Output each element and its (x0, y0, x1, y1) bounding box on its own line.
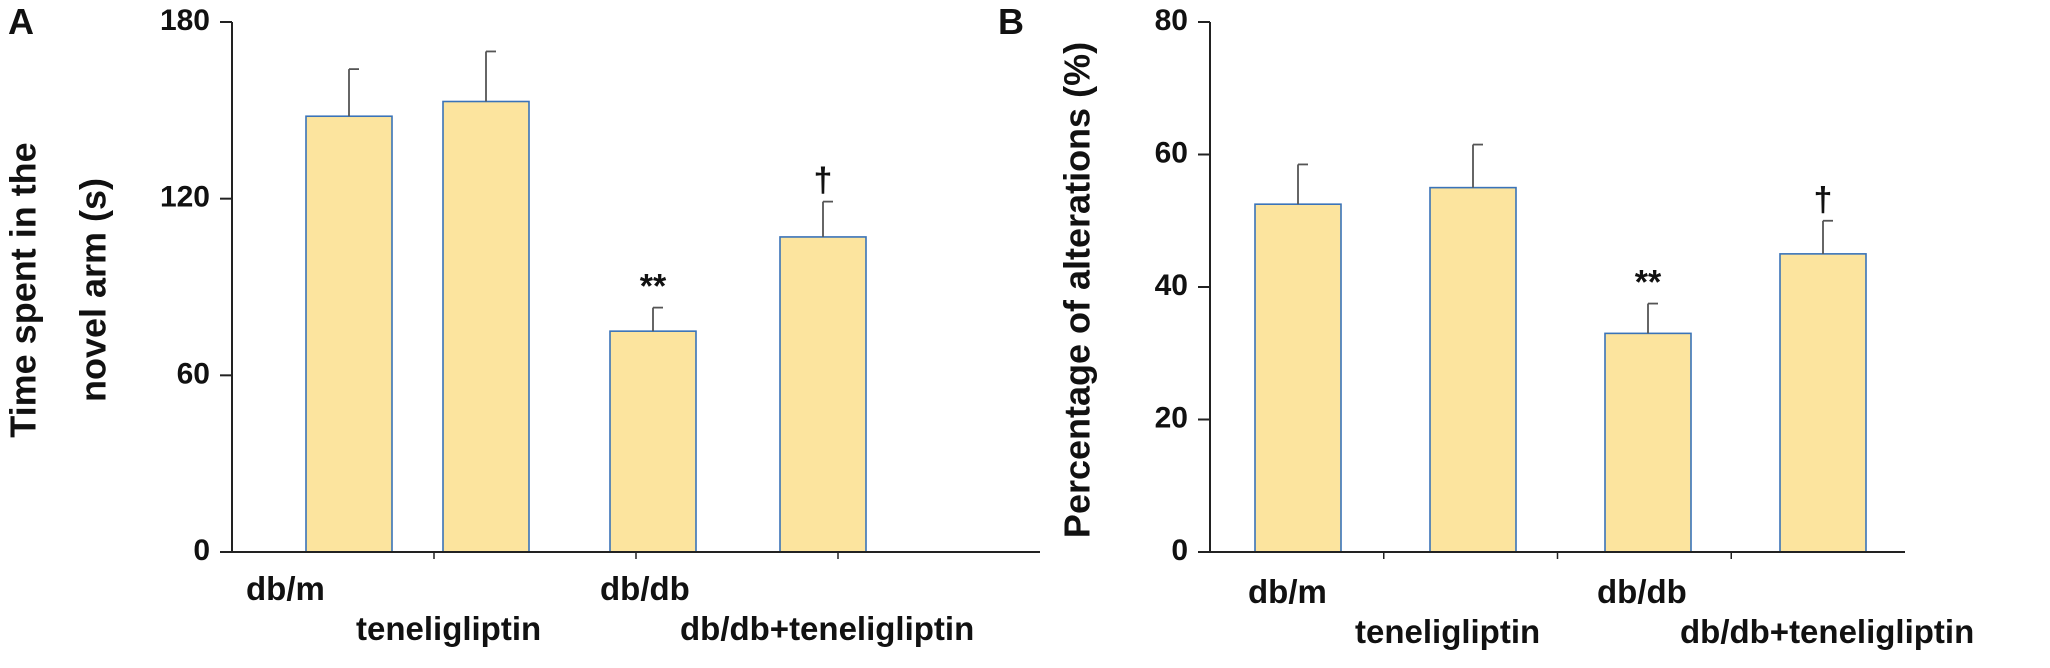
panel-a-bar-4 (779, 236, 867, 553)
panel-b-bar-2 (1429, 186, 1517, 553)
panel-a-bar-1 (305, 115, 393, 553)
panel-b-category-label-2: teneligliptin (1355, 613, 1540, 650)
panel-b-bar-1 (1254, 203, 1342, 553)
panel-b-y-tick-label-1: 0 (1171, 534, 1188, 567)
panel-a-significance-mark-3: ** (640, 268, 667, 306)
panel-b-category-label-1: db/m (1248, 573, 1327, 610)
panel-b-y-tick-label-4: 60 (1155, 136, 1188, 169)
panel-b-bar-3 (1604, 332, 1692, 553)
panel-a-y-axis-title-line-1: Time spent in the (3, 142, 44, 437)
panel-a-category-label-1: db/m (246, 570, 325, 607)
panel-b-letter: B (998, 1, 1024, 42)
panel-a-significance-mark-4: † (814, 162, 833, 200)
panel-b-y-tick-label-2: 20 (1155, 401, 1188, 434)
panel-a-y-tick-label-4: 180 (160, 4, 210, 37)
panel-b-y-tick-label-3: 40 (1155, 269, 1188, 302)
panel-a-category-label-4: db/db+teneligliptin (680, 610, 974, 647)
panel-b-y-axis-title-line-1: Percentage of alterations (%) (1057, 42, 1098, 538)
panel-b-y-tick-label-5: 80 (1155, 4, 1188, 37)
panel-a-category-label-2: teneligliptin (356, 610, 541, 647)
panel-a-letter: A (8, 1, 34, 42)
panel-b-significance-mark-4: † (1814, 181, 1833, 219)
panel-a-category-label-3: db/db (600, 570, 690, 607)
panel-a-y-axis-title-line-2: novel arm (s) (73, 178, 114, 402)
panel-b-bar-4 (1779, 253, 1867, 553)
panel-b-category-label-4: db/db+teneligliptin (1680, 613, 1974, 650)
panel-a-y-tick-label-3: 120 (160, 181, 210, 214)
panel-a-bar-3 (609, 330, 697, 553)
panel-a-y-tick-label-1: 0 (193, 534, 210, 567)
panel-b-significance-mark-3: ** (1635, 264, 1662, 302)
panel-b-category-label-3: db/db (1597, 573, 1687, 610)
panel-a-y-tick-label-2: 60 (177, 357, 210, 390)
panel-a-bar-2 (442, 100, 530, 553)
